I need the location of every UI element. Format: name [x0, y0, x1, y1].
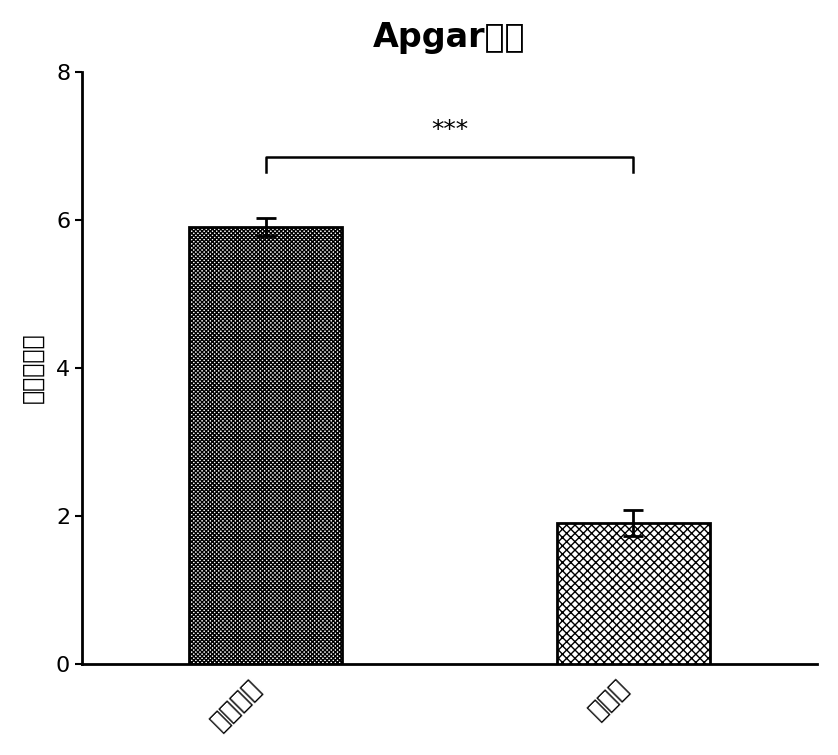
- Y-axis label: 评分（分）: 评分（分）: [21, 332, 45, 403]
- Text: ***: ***: [431, 118, 468, 142]
- Bar: [556, 523, 710, 664]
- Bar: [189, 227, 343, 664]
- Title: Apgar评分: Apgar评分: [374, 21, 525, 54]
